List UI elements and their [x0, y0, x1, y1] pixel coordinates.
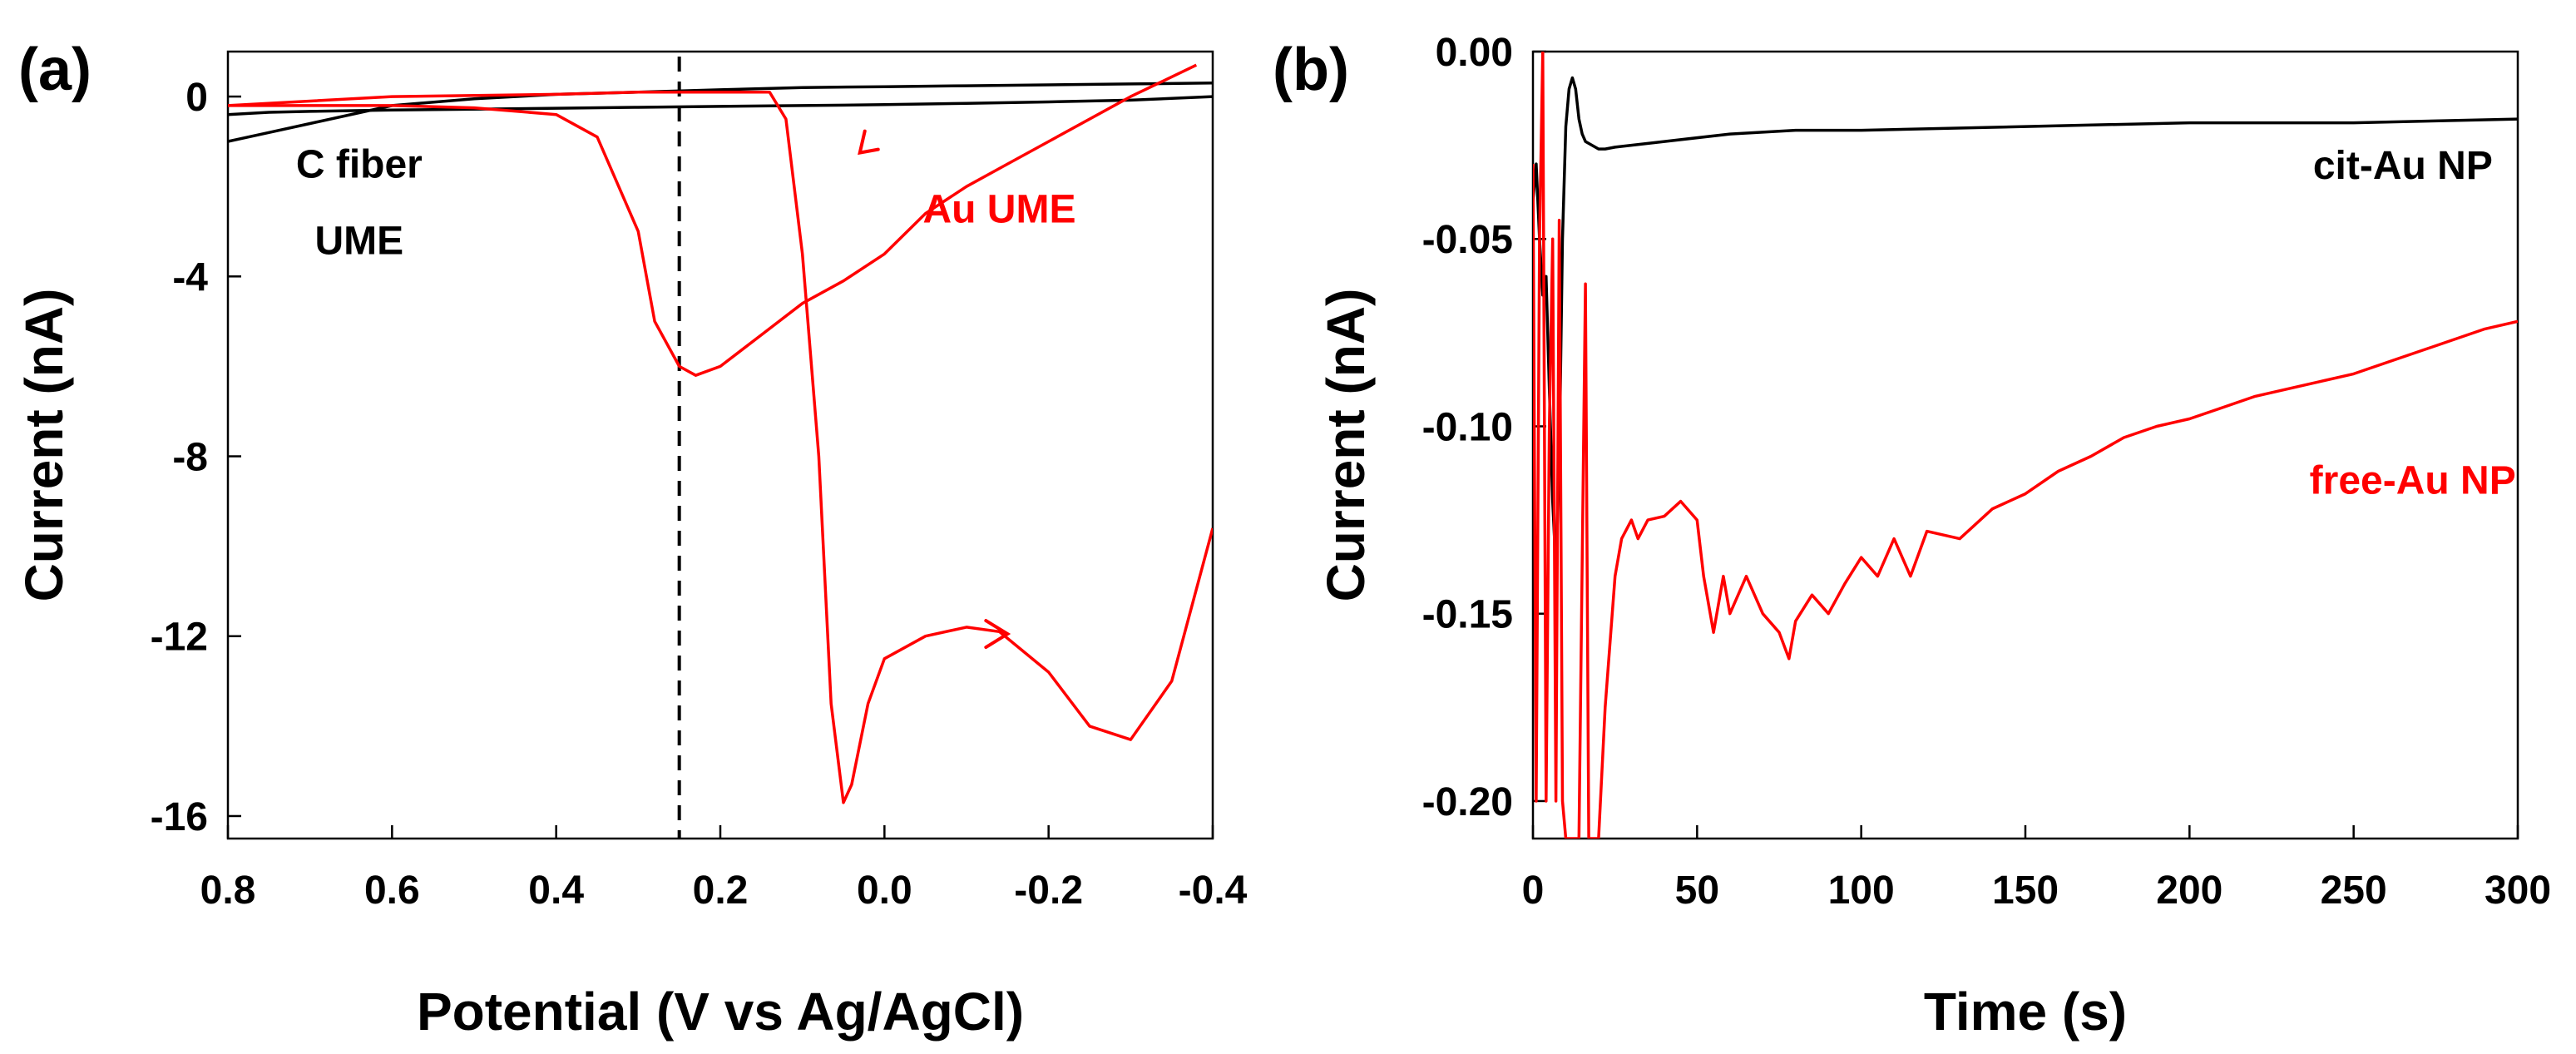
a-y-tick-label: -8 — [172, 436, 208, 480]
panel-a-label: (a) — [18, 37, 91, 103]
b-x-tick-label: 50 — [1675, 868, 1719, 913]
panel-a-lines — [228, 57, 1213, 839]
a-series-au-ume-reduction-sweep — [228, 90, 1213, 804]
a-series-group — [228, 63, 1213, 804]
panel-a-annotations: C fiber UME Au UME — [296, 142, 1076, 263]
panel-a: (a) 0.8 0.6 0.4 0.2 0.0 -0.2 -0.4 0 -4 -8 -12 -16 C… — [14, 37, 1248, 1042]
a-x-tick-label: 0.8 — [200, 868, 256, 913]
b-y-tick-label: -0.05 — [1422, 218, 1513, 262]
a-y-tick-label: -12 — [151, 616, 208, 660]
a-annotation: UME — [315, 219, 404, 263]
a-x-tick-label: 0.6 — [364, 868, 420, 913]
a-x-tick-label: 0.4 — [528, 868, 584, 913]
a-x-tick-label: -0.4 — [1179, 868, 1248, 913]
a-y-tick-label: -4 — [172, 255, 208, 299]
b-x-tick-label: 0 — [1522, 868, 1545, 913]
b-y-tick-label: -0.10 — [1422, 405, 1513, 449]
panel-b-label: (b) — [1273, 37, 1349, 103]
panel-a-xlabel: Potential (V vs Ag/AgCl) — [417, 982, 1024, 1042]
a-direction-arrow — [984, 619, 1011, 650]
panel-a-axes: 0.8 0.6 0.4 0.2 0.0 -0.2 -0.4 0 -4 -8 -12 -16 — [151, 76, 1248, 913]
b-annotation: cit-Au NP — [2313, 144, 2493, 188]
b-series-group — [1533, 52, 2518, 839]
a-series-au-ume-initial-scan — [228, 63, 1198, 377]
a-series-c-fiber-ume-forward — [228, 95, 1213, 116]
panel-b: (b) 0 50 100 150 200 250 300 0.00 -0.05 -0.10 -0.1… — [1273, 31, 2551, 1042]
a-x-tick-label: -0.2 — [1014, 868, 1083, 913]
b-series-cit-au-np — [1533, 76, 2518, 571]
b-x-tick-label: 300 — [2485, 868, 2551, 913]
a-x-tick-label: 0.0 — [857, 868, 912, 913]
a-x-tick-label: 0.2 — [693, 868, 749, 913]
a-annotation: Au UME — [922, 187, 1075, 231]
b-x-tick-label: 200 — [2156, 868, 2222, 913]
b-y-tick-label: -0.15 — [1422, 593, 1513, 637]
b-x-tick-label: 250 — [2321, 868, 2387, 913]
b-annotation: free-Au NP — [2310, 459, 2516, 503]
a-y-tick-label: 0 — [185, 76, 208, 120]
a-y-tick-label: -16 — [151, 795, 208, 839]
panel-b-ylabel: Current (nA) — [1316, 289, 1376, 602]
b-y-tick-label: 0.00 — [1436, 31, 1513, 75]
a-direction-arrow — [858, 129, 880, 156]
panel-b-xlabel: Time (s) — [1924, 982, 2127, 1042]
panel-b-axes: 0 50 100 150 200 250 300 0.00 -0.05 -0.10 -0.15 -0.… — [1422, 31, 2551, 913]
b-x-tick-label: 100 — [1828, 868, 1895, 913]
panel-b-lines — [1533, 52, 2518, 839]
b-series-free-au-np — [1533, 52, 2518, 839]
panel-b-annotations: cit-Au NP free-Au NP — [2310, 144, 2516, 502]
a-annotation: C fiber — [296, 142, 423, 186]
b-y-tick-label: -0.20 — [1422, 780, 1513, 824]
panel-a-ylabel: Current (nA) — [14, 289, 74, 602]
b-x-tick-label: 150 — [1992, 868, 2059, 913]
